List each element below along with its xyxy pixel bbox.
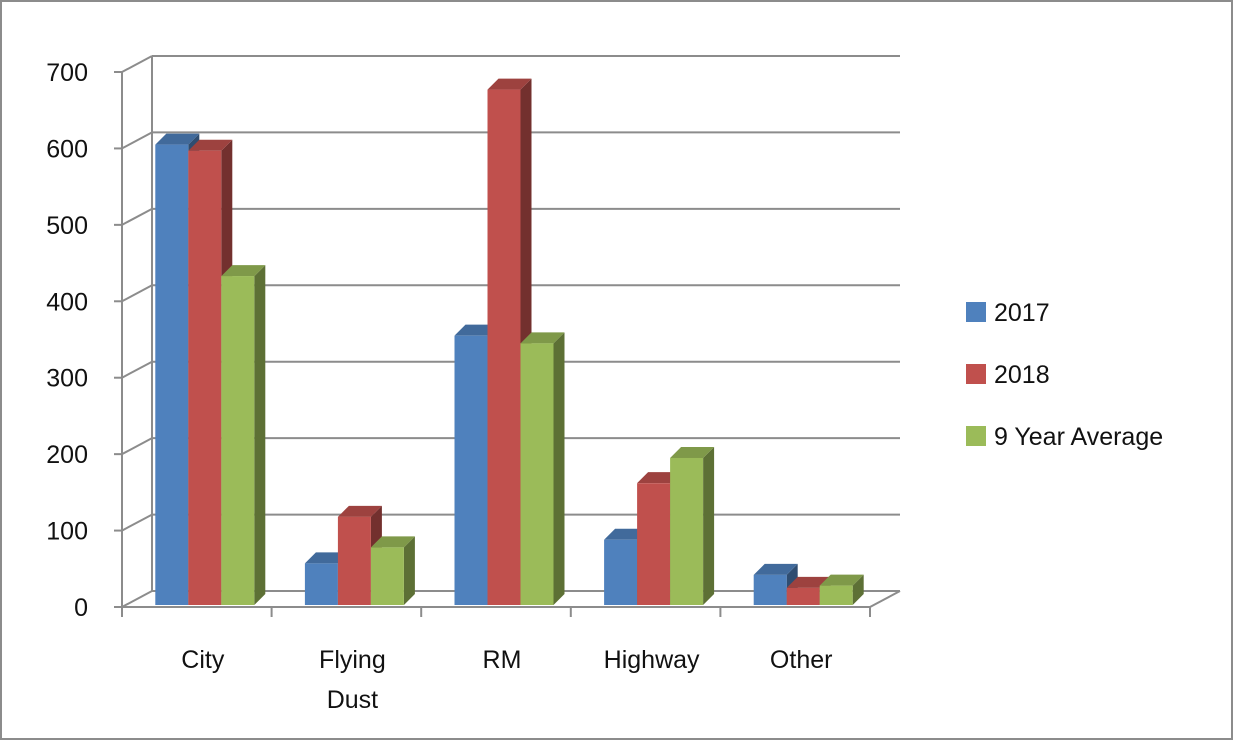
bar-top	[819, 574, 864, 586]
bar-0-2	[221, 265, 266, 605]
x-tick-label-4: Other	[770, 646, 833, 674]
y-tick-label-600: 600	[46, 135, 88, 163]
legend-swatch-2	[966, 426, 986, 446]
bar-side	[852, 574, 864, 605]
y-tick-label-400: 400	[46, 288, 88, 316]
bar-top	[786, 576, 831, 588]
bar-front	[487, 89, 521, 606]
gridline-side-500	[121, 207, 153, 226]
bar-side	[703, 446, 715, 605]
bar-front	[304, 563, 338, 605]
gridline-side-200	[121, 437, 153, 456]
bar-top	[337, 505, 382, 517]
gridline-side-0	[121, 590, 153, 608]
bar-top	[670, 446, 715, 458]
legend-swatch-1	[966, 364, 986, 384]
x-tick-label-1-line1: Dust	[327, 686, 378, 714]
bar-front	[454, 335, 488, 605]
y-tick-label-0: 0	[74, 594, 88, 622]
bar-2-2	[520, 332, 565, 605]
legend-label-1: 2018	[994, 361, 1050, 389]
legend-label-0: 2017	[994, 299, 1050, 327]
legend: 2017 2018 9 Year Average	[966, 299, 1163, 451]
gridline-side-600	[121, 131, 153, 150]
bar-front	[819, 585, 853, 605]
legend-label-2: 9 Year Average	[994, 423, 1163, 451]
gridline-side-100	[121, 513, 153, 532]
bar-front	[337, 516, 371, 605]
bar-front	[370, 547, 404, 605]
bar-front	[221, 276, 255, 605]
bar-top	[155, 133, 200, 145]
bar-front	[604, 539, 638, 605]
y-tick-label-200: 200	[46, 441, 88, 469]
bar-4-2	[819, 574, 864, 605]
axis-labels: 0 100 200 300 400 500 600 700 City Flying Dust RM Hi…	[46, 59, 832, 714]
x-tick-label-2: RM	[483, 646, 522, 674]
bar-top	[188, 139, 233, 151]
x-tick-label-1-line0: Flying	[319, 646, 386, 674]
y-tick-label-700: 700	[46, 59, 88, 87]
bar-top	[520, 332, 565, 344]
legend-swatch-0	[966, 302, 986, 322]
y-tick-label-500: 500	[46, 212, 88, 240]
floor-right-edge	[869, 590, 901, 608]
bar-front	[753, 574, 787, 605]
bar-side	[403, 536, 415, 605]
gridline-side-300	[121, 360, 153, 379]
axes	[114, 71, 871, 617]
bar-top	[753, 563, 798, 575]
gridline-side-700	[121, 55, 153, 73]
y-tick-label-100: 100	[46, 518, 88, 546]
x-tick-label-3: Highway	[604, 646, 700, 674]
gridline-side-400	[121, 284, 153, 303]
bar-front	[188, 150, 222, 605]
bar-side	[553, 332, 565, 605]
bar-front	[670, 457, 704, 605]
bar-front	[520, 343, 554, 605]
bar-front	[637, 483, 671, 605]
bar-side	[254, 265, 266, 605]
bar-top	[487, 78, 532, 90]
bar-3-2	[670, 446, 715, 605]
y-tick-label-300: 300	[46, 365, 88, 393]
x-tick-label-0: City	[181, 646, 225, 674]
bar-front	[786, 587, 820, 605]
bar-top	[370, 536, 415, 548]
bar-front	[155, 144, 189, 605]
bar-top	[221, 265, 266, 277]
bar-1-2	[370, 536, 415, 605]
bars	[155, 78, 864, 606]
